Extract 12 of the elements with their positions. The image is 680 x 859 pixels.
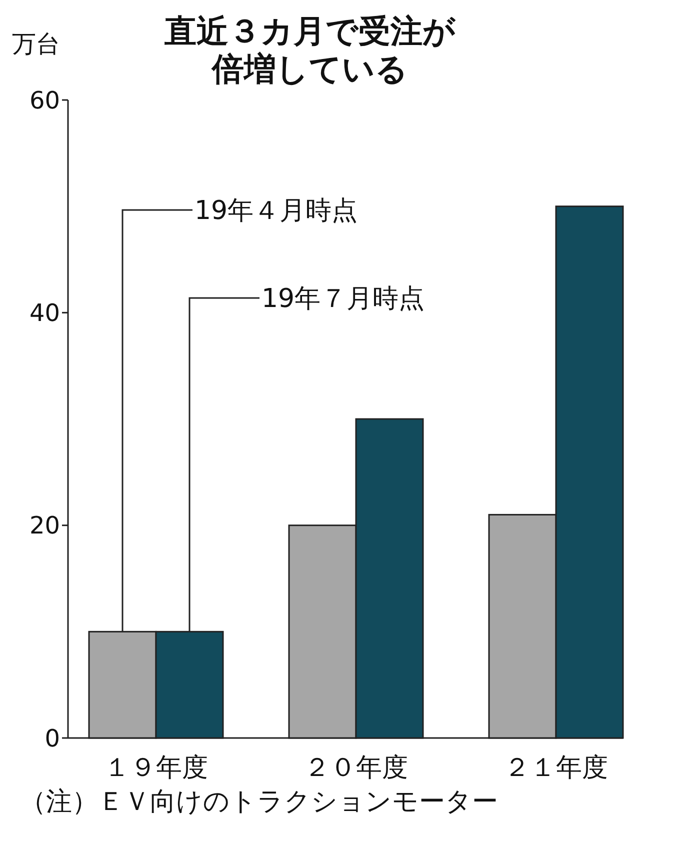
chart-title: 直近３カ月で受注が倍増している — [164, 12, 456, 88]
text: （注）ＥＶ向けのトラクションモーター — [20, 787, 498, 817]
y-tick-label: 60 — [29, 86, 60, 114]
x-tick-label: ２０年度 — [304, 753, 408, 783]
text: 19年４月時点 — [194, 196, 358, 226]
x-tick-label: １９年度 — [104, 753, 208, 783]
y-tick-label: 40 — [29, 299, 60, 328]
x-tick-label: ２１年度 — [504, 753, 608, 783]
text: 19年７月時点 — [262, 284, 425, 314]
y-axis-title: 万台 — [12, 30, 60, 58]
y-tick-label: 20 — [29, 512, 60, 540]
y-tick-label: 0 — [44, 724, 60, 752]
